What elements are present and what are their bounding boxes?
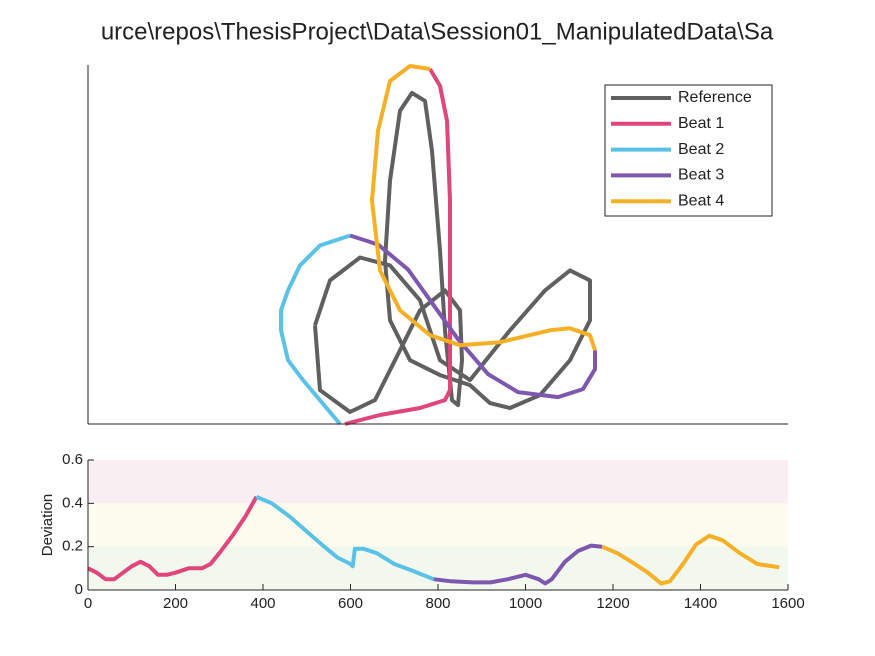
y-tick-label: 0.2: [62, 538, 83, 555]
y-tick-label: 0: [75, 581, 83, 598]
series-line: [433, 543, 603, 586]
legend-label: Beat 3: [678, 167, 724, 184]
band: [88, 460, 788, 504]
band: [88, 503, 788, 547]
x-tick-label: 1200: [596, 595, 629, 612]
axes: 0 0.2 0.4 0.6 0 200 400 600 800 1000 1200 1400 1600 D…: [39, 451, 805, 612]
x-tick-label: 600: [338, 595, 363, 612]
legend-label: Beat 1: [678, 115, 724, 132]
x-tick-label: 1400: [684, 595, 717, 612]
y-axis-label: Deviation: [39, 494, 56, 557]
x-tick-label: 800: [425, 595, 450, 612]
series-line: [87, 495, 259, 582]
x-tick-label: 0: [84, 595, 92, 612]
x-tick-label: 200: [163, 595, 188, 612]
x-tick-label: 1600: [771, 595, 804, 612]
series-line: [279, 233, 351, 426]
legend-label: Beat 2: [678, 141, 724, 158]
legend-label: Reference: [678, 89, 752, 106]
series-line: [255, 494, 435, 582]
series-line: [313, 90, 592, 414]
x-tick-label: 1000: [509, 595, 542, 612]
figure-title: urce\repos\ThesisProject\Data\Session01_…: [101, 18, 774, 45]
y-tick-label: 0.4: [62, 494, 83, 511]
series-line: [601, 533, 780, 586]
series-line: [370, 64, 597, 351]
axes: Reference Beat 1 Beat 2 Beat 3 Beat 4: [87, 64, 788, 426]
x-tick-label: 400: [250, 595, 275, 612]
legend-label: Beat 4: [678, 192, 724, 209]
series-line: [349, 233, 597, 400]
series-line: [344, 67, 452, 426]
y-tick-label: 0.6: [62, 451, 83, 468]
